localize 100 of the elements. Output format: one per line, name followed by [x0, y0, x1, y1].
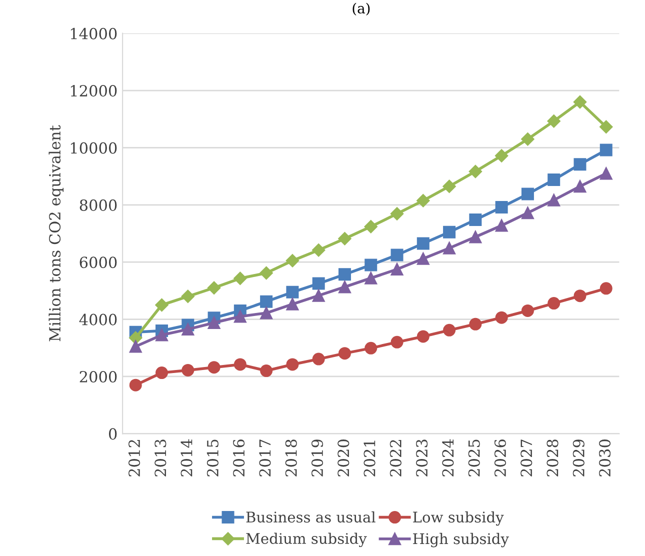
point [548, 174, 560, 186]
y-tick-label: 10000 [70, 142, 117, 154]
point [443, 324, 456, 336]
point [469, 318, 482, 330]
point [286, 298, 299, 310]
point [573, 95, 587, 109]
point [155, 298, 168, 312]
legend-label: Low subsidy [413, 511, 504, 526]
x-tick-label: 2022 [390, 440, 402, 476]
point [574, 180, 586, 193]
x-tick-label: 2018 [285, 440, 297, 476]
legend-label: Business as usual [246, 511, 376, 523]
point [521, 206, 534, 220]
point [260, 306, 273, 320]
point [521, 304, 534, 317]
point [312, 352, 325, 366]
point [443, 226, 456, 238]
point [495, 311, 508, 324]
y-tick-label: 14000 [70, 28, 117, 40]
point [521, 188, 534, 200]
point [312, 277, 325, 290]
point [600, 167, 612, 180]
point [338, 280, 351, 294]
point [548, 297, 560, 310]
point [521, 132, 534, 146]
point [312, 244, 326, 257]
point [548, 194, 560, 206]
point [129, 378, 142, 392]
y-tick-label: 12000 [70, 85, 117, 97]
point [338, 232, 352, 246]
point [208, 316, 220, 329]
point [208, 361, 220, 374]
legend-label: Medium subsidy [246, 532, 367, 548]
point [600, 282, 612, 295]
point [338, 268, 351, 281]
point [312, 289, 325, 302]
point [574, 158, 586, 171]
point [495, 200, 508, 214]
x-tick-label: 2016 [233, 440, 245, 476]
point [390, 248, 404, 262]
y-tick-label: 4000 [79, 314, 117, 326]
point [416, 237, 430, 250]
x-tick-label: 2017 [259, 440, 271, 476]
y-tick-label: 6000 [80, 256, 117, 268]
point [364, 220, 378, 234]
point [207, 281, 221, 294]
point [234, 310, 246, 323]
point [338, 347, 351, 360]
x-tick-label: 2025 [468, 440, 480, 476]
point [390, 336, 404, 348]
point [364, 342, 378, 354]
point [494, 149, 508, 162]
x-tick-label: 2030 [599, 440, 611, 476]
point [260, 295, 273, 308]
x-tick-label: 2014 [180, 439, 192, 476]
x-tick-label: 2023 [416, 440, 428, 476]
point [286, 254, 300, 268]
x-tick-label: 2019 [311, 440, 324, 476]
point [443, 242, 456, 254]
legend-label: High subsidy [413, 532, 509, 548]
x-tick-label: 2026 [494, 440, 506, 476]
point [495, 219, 508, 232]
y-tick-label: 2000 [80, 370, 117, 383]
point [547, 114, 560, 128]
x-tick-label: 2029 [572, 440, 584, 476]
point [286, 358, 299, 371]
point [469, 230, 482, 244]
x-tick-label: 2012 [128, 440, 140, 476]
x-tick-label: 2020 [338, 440, 350, 476]
point [182, 323, 194, 336]
point [468, 164, 482, 178]
point [364, 272, 378, 284]
point [600, 144, 612, 156]
x-tick-label: 2028 [546, 440, 558, 476]
x-tick-label: 2024 [442, 439, 454, 476]
point [181, 290, 194, 304]
point [286, 286, 299, 298]
point [416, 194, 430, 208]
point [390, 207, 404, 220]
point [416, 330, 430, 343]
chart-title: (a) [352, 2, 370, 16]
x-tick-label: 2021 [364, 440, 376, 476]
point [574, 290, 586, 302]
point [442, 180, 456, 193]
x-tick-label: 2015 [206, 440, 218, 476]
x-tick-label: 2013 [154, 440, 166, 476]
point [364, 258, 378, 272]
y-tick-label: 8000 [80, 199, 117, 211]
point [182, 364, 194, 376]
y-axis-title: Million tons CO2 equivalent [48, 125, 64, 342]
point [234, 358, 246, 371]
point [234, 272, 247, 285]
point [469, 214, 482, 226]
point [260, 266, 273, 280]
point [416, 252, 430, 265]
x-tick-label: 2027 [520, 440, 532, 476]
point [129, 340, 142, 353]
point [600, 120, 613, 134]
y-tick-label: 0 [108, 428, 117, 440]
point [260, 364, 273, 378]
